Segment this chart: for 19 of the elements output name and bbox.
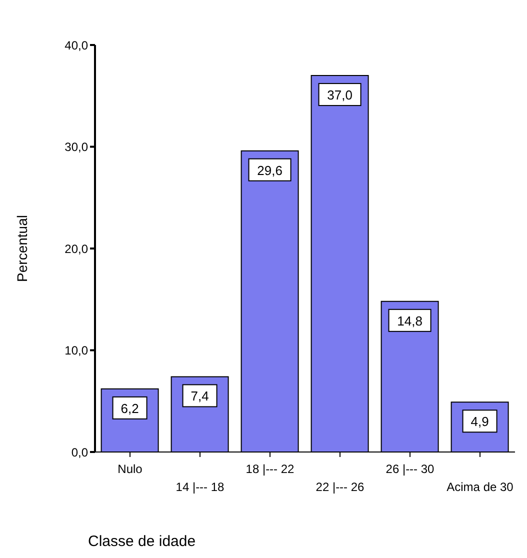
x-axis-title: Classe de idade (88, 533, 196, 550)
y-tick-label: 0,0 (71, 445, 88, 460)
data-label: 7,4 (190, 388, 209, 404)
x-tick-label: Acima de 30 (446, 480, 514, 494)
y-axis-title: Percentual (14, 215, 30, 282)
data-label: 14,8 (397, 313, 422, 328)
y-tick-label: 10,0 (64, 344, 88, 358)
x-tick-label: 18 |--- 22 (246, 462, 295, 476)
x-tick-label: 22 |--- 26 (316, 480, 365, 494)
data-label: 4,9 (470, 414, 489, 430)
y-tick-label: 40,0 (64, 38, 88, 52)
data-label: 6,2 (120, 400, 139, 416)
x-tick-label: 14 |--- 18 (176, 480, 225, 494)
data-label: 37,0 (327, 88, 352, 103)
y-tick-label: 20,0 (64, 242, 88, 256)
x-tick-label: Nulo (118, 462, 143, 476)
y-tick-label: 30,0 (64, 140, 88, 154)
data-label: 29,6 (257, 162, 282, 178)
x-tick-label: 26 |--- 30 (386, 462, 435, 476)
